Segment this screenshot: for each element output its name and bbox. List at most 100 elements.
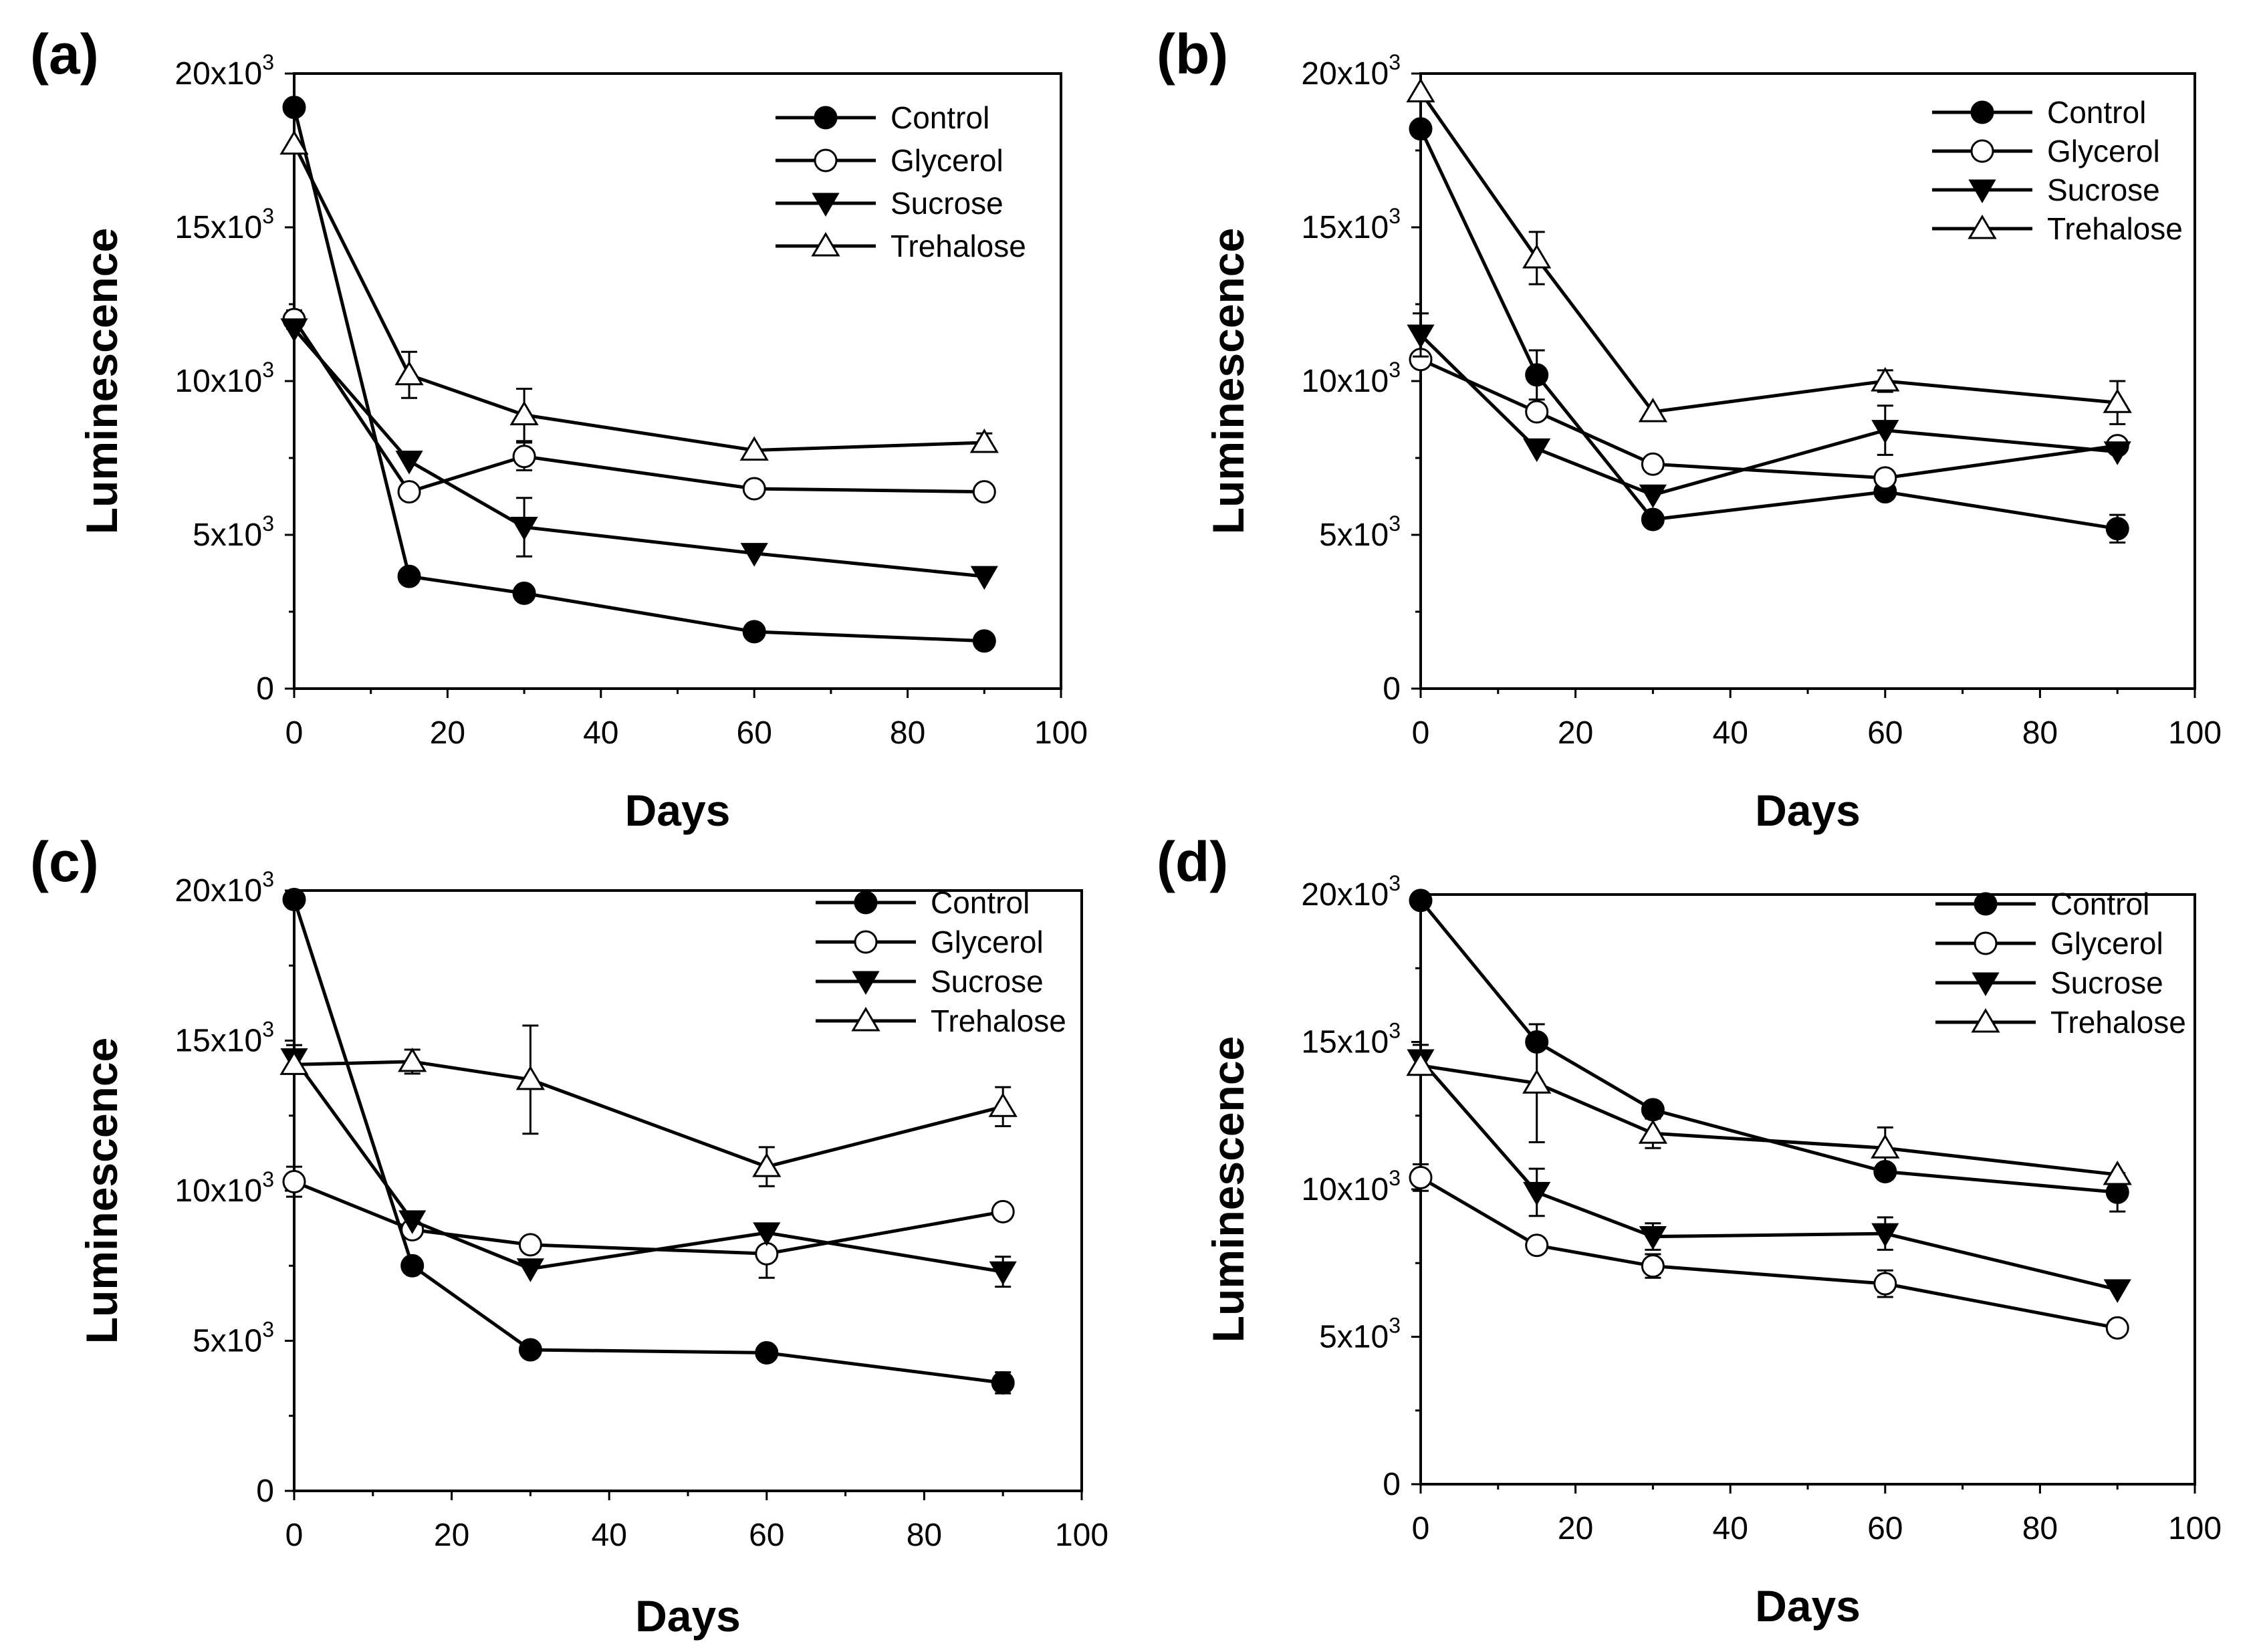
legend-label: Sucrose (891, 186, 1003, 221)
legend-marker (1972, 972, 2000, 996)
x-tick-label: 60 (1867, 1511, 1903, 1546)
data-point (1409, 117, 1433, 141)
data-point (2103, 1161, 2132, 1185)
y-axis-title: Luminescence (1203, 228, 1253, 535)
data-point (991, 1199, 1015, 1223)
x-tick-label: 20 (434, 1518, 469, 1553)
legend-label: Trehalose (2050, 1005, 2186, 1040)
data-point (280, 318, 308, 342)
series-line (293, 1060, 1003, 1169)
data-point (739, 436, 769, 461)
legend-label: Sucrose (2050, 965, 2163, 1000)
x-tick-label: 80 (2022, 715, 2058, 751)
data-point (512, 445, 536, 469)
y-tick-label: 15x103 (174, 204, 274, 245)
data-point (972, 629, 996, 653)
data-point (516, 1258, 545, 1282)
legend-marker (814, 148, 838, 172)
y-tick-label: 0 (256, 671, 274, 707)
data-point (397, 480, 421, 504)
data-point (395, 451, 423, 475)
data-point (1523, 1181, 1551, 1206)
legend: Control Glycerol Sucrose Trehalose (816, 885, 1066, 1038)
x-tick-label: 0 (285, 1518, 304, 1553)
data-point (1871, 1134, 1900, 1159)
legend-marker (1968, 179, 1996, 203)
legend-label: Control (2050, 887, 2149, 921)
x-tick-label: 100 (2168, 715, 2222, 751)
data-point (742, 477, 766, 501)
x-tick-label: 40 (592, 1518, 627, 1553)
data-point (755, 1242, 779, 1266)
data-point (1406, 1051, 1435, 1076)
data-point (988, 1092, 1018, 1117)
legend: Control Glycerol Sucrose Trehalose (1935, 887, 2186, 1040)
x-tick-label: 0 (1412, 1511, 1430, 1546)
series-control (282, 887, 1015, 1395)
data-point (2105, 517, 2129, 541)
y-tick-label: 5x103 (193, 1318, 274, 1359)
y-tick-label: 10x103 (174, 1167, 274, 1209)
data-point (970, 566, 998, 590)
legend-label: Trehalose (2047, 211, 2183, 246)
series-control (282, 96, 996, 653)
panel-label: (a) (30, 23, 99, 86)
series-glycerol (282, 1165, 1015, 1279)
series-glycerol (1409, 1163, 2129, 1340)
series-glycerol (1409, 348, 2129, 490)
data-point (740, 543, 768, 567)
legend-marker (1974, 931, 1998, 955)
data-point (1525, 363, 1549, 387)
y-tick-label: 15x103 (1301, 1019, 1401, 1060)
data-point (1871, 420, 1899, 444)
chart-panel-3: (c) 0 20 40 60 80 100 0 5x103 10x103 15x103 20x103 D… (30, 830, 1108, 1641)
data-point (518, 1338, 542, 1362)
data-point (2103, 1279, 2131, 1303)
legend-label: Glycerol (931, 925, 1044, 959)
data-point (1638, 398, 1668, 423)
x-tick-label: 40 (1713, 1511, 1748, 1546)
series-trehalose (279, 1024, 1018, 1187)
data-point (1873, 1272, 1897, 1296)
y-tick-label: 5x103 (1319, 511, 1401, 553)
data-point (1871, 367, 1900, 392)
data-point (398, 1210, 427, 1234)
legend-marker (1974, 892, 1998, 916)
y-tick-label: 20x103 (174, 867, 274, 909)
legend-marker (854, 891, 878, 915)
data-point (515, 1065, 546, 1090)
series-sucrose (280, 1044, 1017, 1288)
x-axis-title: Days (1755, 786, 1861, 835)
panel-label: (d) (1157, 830, 1228, 893)
data-point (279, 1050, 309, 1075)
data-point (1406, 78, 1435, 103)
y-tick-label: 5x103 (193, 511, 274, 553)
x-tick-label: 100 (1055, 1518, 1108, 1553)
legend-marker (1971, 1008, 2000, 1033)
data-point (752, 1153, 782, 1177)
legend-marker (811, 232, 840, 257)
series-sucrose (280, 318, 998, 590)
series-line (293, 1180, 1003, 1256)
panel-label: (c) (30, 830, 99, 893)
y-tick-label: 10x103 (1301, 358, 1401, 399)
data-point (1522, 1069, 1552, 1094)
y-tick-label: 20x103 (1301, 50, 1401, 92)
x-tick-label: 80 (907, 1518, 942, 1553)
x-tick-label: 40 (583, 715, 618, 751)
y-tick-label: 15x103 (1301, 204, 1401, 245)
series-line (292, 143, 985, 453)
series-trehalose (1406, 78, 2132, 425)
data-point (753, 1222, 781, 1246)
chart-panel-2: (b) 0 20 40 60 80 100 0 5x103 10x103 15x103 20x103 D… (1157, 23, 2222, 835)
series-line (1419, 1058, 2118, 1292)
series-trehalose (1406, 1023, 2132, 1185)
data-point (2103, 388, 2132, 413)
x-tick-label: 100 (2168, 1511, 2222, 1546)
chart-panel-4: (d) 0 20 40 60 80 100 0 5x103 10x103 15x103 20x103 D… (1157, 830, 2222, 1631)
x-tick-label: 40 (1713, 715, 1748, 751)
y-tick-label: 20x103 (174, 50, 274, 92)
data-point (510, 517, 538, 541)
legend-marker (814, 106, 838, 130)
